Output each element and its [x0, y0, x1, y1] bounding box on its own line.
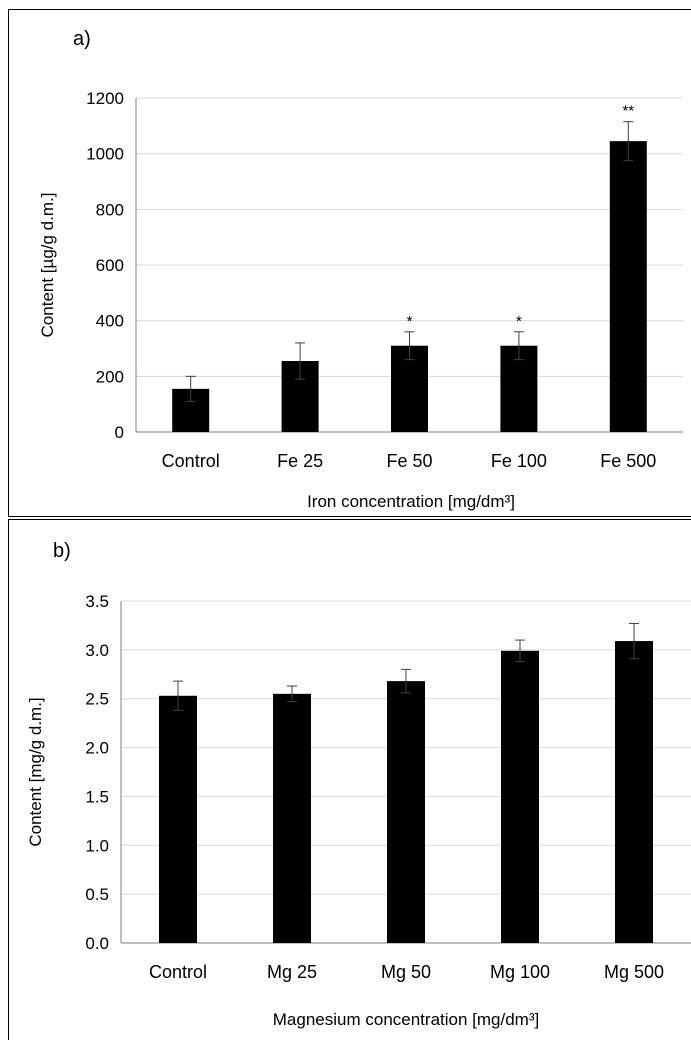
chart-a-y-axis-title: Content [µg/g d.m.]: [38, 193, 57, 338]
chart-b-y-axis-title: Content [mg/g d.m.]: [26, 697, 45, 846]
chart-a-significance-label: *: [516, 313, 522, 330]
chart-a-significance-label: **: [622, 103, 634, 120]
chart-panel-a: a) 0 200 400 600 800 1000 1200 Control Fe 25 * Fe 5…: [8, 9, 691, 517]
chart-a-ytick-label: 0: [115, 423, 124, 442]
chart-b-ytick-label: 1.0: [85, 836, 109, 855]
chart-a-ytick-label: 1000: [86, 145, 124, 164]
chart-b-ytick-label: 2.5: [85, 690, 109, 709]
chart-b-bar: [501, 650, 539, 943]
chart-a-category-label: Fe 25: [277, 451, 323, 471]
chart-b-category-label: Mg 500: [604, 962, 664, 982]
chart-b-bar: [615, 641, 653, 943]
chart-a-category-label: Fe 50: [386, 451, 432, 471]
chart-b-panel-label: b): [53, 540, 71, 562]
chart-a-category-label: Control: [162, 451, 220, 471]
chart-a-ytick-label: 800: [96, 200, 124, 219]
chart-a-panel-label: a): [73, 28, 91, 50]
chart-b-x-axis-title: Magnesium concentration [mg/dm³]: [273, 1010, 539, 1029]
chart-b-category-label: Mg 25: [267, 962, 317, 982]
chart-a-ytick-label: 600: [96, 256, 124, 275]
chart-a-ytick-label: 400: [96, 312, 124, 331]
chart-a-ytick-label: 1200: [86, 89, 124, 108]
chart-a-x-axis-title: Iron concentration [mg/dm³]: [307, 492, 515, 511]
chart-b-bar: [273, 693, 311, 943]
chart-b-bar: [159, 695, 197, 943]
chart-b-ytick-label: 3.5: [85, 592, 109, 611]
chart-b-ytick-label: 3.0: [85, 641, 109, 660]
chart-a-bar: [609, 141, 647, 432]
chart-b-category-label: Mg 50: [381, 962, 431, 982]
chart-a-ytick-label: 200: [96, 367, 124, 386]
chart-b-ytick-label: 0.5: [85, 885, 109, 904]
chart-panel-b: b) 0.0 0.5 1.0 1.5 2.0 2.5 3.0 3.5 Control Mg 25 Mg…: [8, 519, 691, 1040]
chart-a-category-label: Fe 100: [491, 451, 547, 471]
chart-a-category-label: Fe 500: [600, 451, 656, 471]
chart-b-ytick-label: 1.5: [85, 787, 109, 806]
chart-a-svg: a) 0 200 400 600 800 1000 1200 Control Fe 25 * Fe 5…: [38, 28, 683, 511]
chart-b-ytick-label: 2.0: [85, 739, 109, 758]
chart-b-category-label: Mg 100: [490, 962, 550, 982]
chart-b-svg: b) 0.0 0.5 1.0 1.5 2.0 2.5 3.0 3.5 Control Mg 25 Mg…: [26, 540, 691, 1029]
chart-b-bar: [387, 681, 425, 943]
chart-b-ytick-label: 0.0: [85, 934, 109, 953]
chart-a-significance-label: *: [407, 313, 413, 330]
chart-b-category-label: Control: [149, 962, 207, 982]
